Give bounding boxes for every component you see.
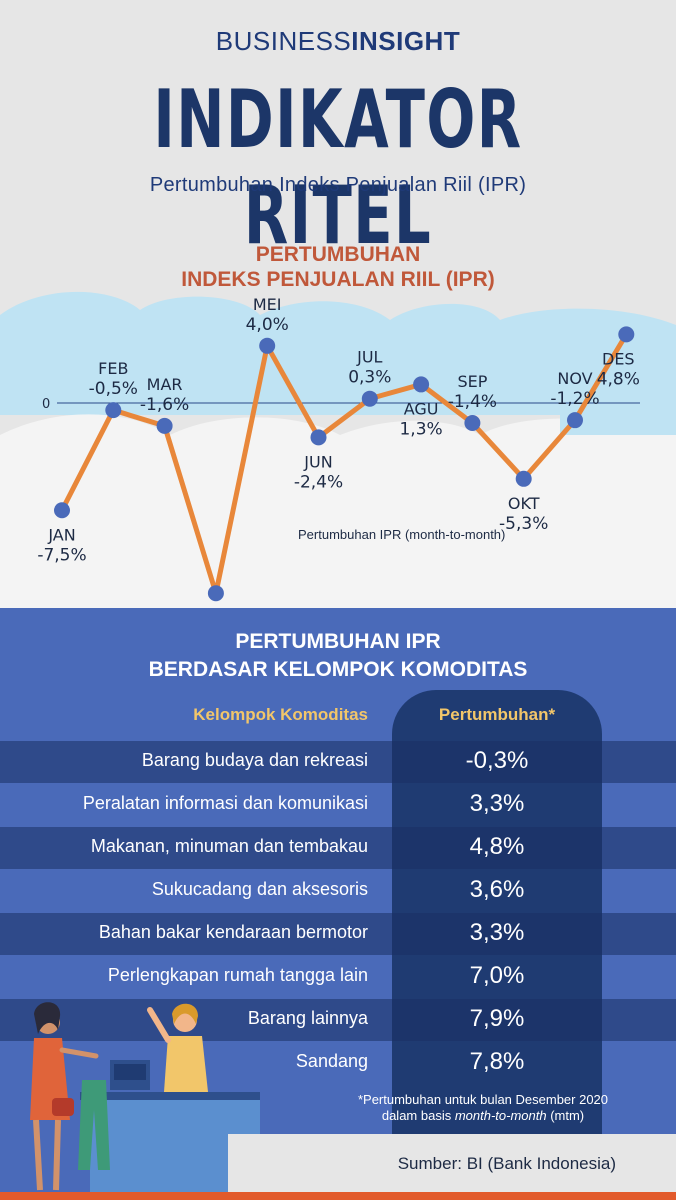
month-label: FEB: [98, 359, 128, 378]
value-label: 4,0%: [246, 315, 289, 335]
commodity-growth: 3,3%: [469, 790, 525, 817]
data-point-agu: [413, 376, 430, 393]
data-point-okt: [515, 470, 532, 487]
month-label: JUN: [303, 452, 332, 471]
brand-logo: BUSINESSINSIGHT: [0, 26, 676, 57]
data-point-jun: [310, 429, 327, 446]
value-label: -7,5%: [37, 545, 86, 565]
data-point-mar: [156, 417, 173, 434]
commodity-name: Barang budaya dan rekreasi: [141, 750, 368, 770]
value-label: -1,6%: [140, 395, 189, 415]
commodity-name: Makanan, minuman dan tembakau: [90, 836, 368, 856]
table-row: Barang budaya dan rekreasi -0,3%: [0, 741, 676, 783]
commodity-name: Peralatan informasi dan komunikasi: [82, 793, 368, 813]
commodity-growth: 4,8%: [469, 833, 525, 860]
data-point-nov: [567, 412, 583, 429]
month-label: SEP: [457, 372, 487, 391]
column-header-growth: Pertumbuhan*: [438, 705, 556, 724]
footnote-line1: *Pertumbuhan untuk bulan Desember 2020: [357, 1092, 609, 1107]
table-row: Peralatan informasi dan komunikasi 3,3%: [0, 784, 676, 826]
month-label: JAN: [47, 525, 75, 544]
clothes-icon: [78, 1080, 110, 1170]
bottom-accent-bar: [0, 1192, 676, 1200]
column-header-group: Kelompok Komoditas: [193, 705, 368, 724]
month-label: MEI: [253, 295, 282, 314]
data-point-jul: [361, 390, 378, 407]
month-label: OKT: [508, 494, 540, 513]
commodity-name: Perlengkapan rumah tangga lain: [107, 965, 368, 985]
commodity-growth: -0,3%: [465, 747, 529, 774]
commodity-name: Sandang: [295, 1051, 368, 1071]
value-label: -2,4%: [294, 472, 343, 492]
ipr-labels: JAN-7,5%FEB-0,5%MAR-1,6%APR-13,3%MEI4,0%…: [37, 295, 640, 565]
chart-title: PERTUMBUHAN INDEKS PENJUALAN RIIL (IPR): [0, 242, 676, 292]
table-row: Barang lainnya 7,9%: [0, 999, 676, 1041]
line-chart: 0 JAN-7,5%FEB-0,5%MAR-1,6%APR-13,3%MEI4,…: [0, 291, 676, 608]
month-label: DES: [602, 349, 635, 368]
table-title-line1: PERTUMBUHAN IPR: [235, 630, 441, 653]
table-row: Sandang 7,8%: [0, 1042, 676, 1084]
main-title: INDIKATOR RITEL: [153, 73, 523, 262]
brand-prefix: BUSINESS: [215, 26, 352, 56]
cloud-background: [0, 291, 676, 608]
commodity-growth: 7,0%: [469, 962, 525, 989]
source-band: Sumber: BI (Bank Indonesia): [228, 1134, 676, 1192]
footnote-line2: dalam basis month-to-month (mtm): [381, 1108, 585, 1123]
value-label: -0,5%: [89, 379, 138, 399]
handbag-icon: [52, 1098, 74, 1116]
value-label: 4,8%: [597, 369, 640, 389]
data-point-apr: [207, 585, 224, 602]
commodity-name: Bahan bakar kendaraan bermotor: [98, 922, 368, 942]
value-label: 1,3%: [399, 419, 442, 439]
table-row: Perlengkapan rumah tangga lain 7,0%: [0, 956, 676, 998]
commodity-name: Sukucadang dan aksesoris: [151, 879, 368, 899]
commodity-growth: 7,9%: [469, 1005, 525, 1032]
chart-title-line2: INDEKS PENJUALAN RIIL (IPR): [181, 268, 495, 291]
month-label: NOV: [557, 369, 592, 388]
brand-suffix: INSIGHT: [351, 26, 461, 56]
chart-title-line1: PERTUMBUHAN: [255, 243, 421, 266]
month-label: AGU: [404, 399, 439, 418]
data-point-sep: [464, 415, 481, 432]
value-label: 0,3%: [348, 368, 391, 388]
footnote: *Pertumbuhan untuk bulan Desember 2020 d…: [318, 1092, 648, 1124]
ipr-series-line: [59, 333, 629, 596]
table-title-line2: BERDASAR KELOMPOK KOMODITAS: [148, 658, 528, 681]
month-label: JUL: [356, 348, 382, 367]
data-point-feb: [105, 402, 122, 419]
commodity-name: Barang lainnya: [247, 1008, 368, 1028]
table-row: Bahan bakar kendaraan bermotor 3,3%: [0, 913, 676, 955]
month-label: MAR: [147, 375, 183, 394]
table-section: PERTUMBUHAN IPR BERDASAR KELOMPOK KOMODI…: [0, 608, 676, 1200]
value-label: -5,3%: [499, 514, 548, 534]
data-point-jan: [54, 502, 70, 519]
data-point-des: [618, 326, 635, 343]
commodity-growth: 3,6%: [469, 876, 525, 903]
table-row: Makanan, minuman dan tembakau 4,8%: [0, 827, 676, 869]
source-text: Sumber: BI (Bank Indonesia): [397, 1154, 616, 1173]
table-row: Sukucadang dan aksesoris 3,6%: [0, 870, 676, 912]
value-label: -1,2%: [550, 389, 599, 409]
ipr-points: [54, 326, 635, 602]
subtitle: Pertumbuhan Indeks Penjualan Riil (IPR): [149, 174, 527, 196]
chart-section: BUSINESSINSIGHT INDIKATOR RITEL Pertumbu…: [0, 26, 676, 608]
data-point-mei: [259, 337, 276, 354]
zero-label: 0: [42, 397, 50, 412]
commodity-growth: 3,3%: [469, 919, 525, 946]
value-label: -1,4%: [448, 392, 497, 412]
commodity-growth: 7,8%: [469, 1048, 525, 1075]
table-title: PERTUMBUHAN IPR BERDASAR KELOMPOK KOMODI…: [0, 628, 676, 684]
chart-note: Pertumbuhan IPR (month-to-month): [298, 527, 506, 542]
